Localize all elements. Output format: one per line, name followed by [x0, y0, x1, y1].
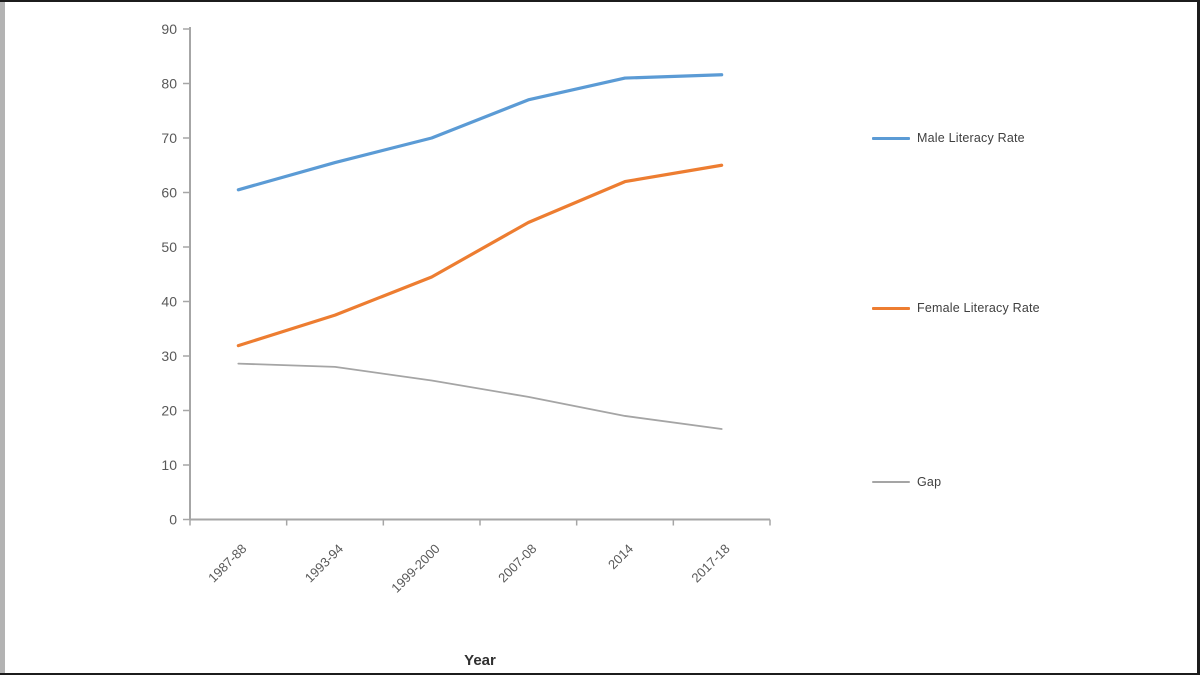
series-line-gap	[237, 362, 723, 430]
y-axis-tick-label: 30	[161, 348, 177, 364]
left-border-bar	[0, 2, 5, 673]
legend-label: Female Literacy Rate	[917, 301, 1040, 315]
series-line-male-literacy-rate	[236, 73, 724, 192]
y-axis-tick-label: 70	[161, 130, 177, 146]
y-axis-tick-label: 60	[161, 185, 177, 201]
x-axis-category-label: 2017-18	[688, 541, 732, 585]
legend-entry-male-literacy-rate: Male Literacy Rate	[872, 130, 1025, 146]
male-series-swatch	[872, 136, 910, 140]
y-axis-tick-label: 50	[161, 239, 177, 255]
series-line-female-literacy-rate	[236, 163, 724, 348]
x-axis-category-label: 1987-88	[205, 541, 249, 585]
female-series-swatch	[872, 306, 910, 310]
x-axis-category-label: 1993-94	[302, 541, 346, 585]
legend-entry-female-literacy-rate: Female Literacy Rate	[872, 300, 1040, 316]
x-axis-category-label: 2007-08	[495, 541, 539, 585]
x-axis-category-label: 2014	[605, 541, 636, 572]
x-axis-title: Year	[464, 652, 496, 669]
chart-legend: Male Literacy Rate Female Literacy Rate …	[872, 2, 1172, 673]
y-axis-tick-label: 0	[169, 512, 177, 528]
legend-label: Male Literacy Rate	[917, 131, 1025, 145]
y-axis-tick-label: 80	[161, 76, 177, 92]
y-axis-tick-label: 40	[161, 294, 177, 310]
gap-series-swatch	[872, 481, 910, 483]
x-axis-category-label: 1999-2000	[388, 541, 443, 596]
y-axis-tick-label: 10	[161, 457, 177, 473]
y-axis-tick-label: 90	[161, 21, 177, 37]
legend-entry-gap: Gap	[872, 474, 941, 490]
legend-label: Gap	[917, 475, 942, 489]
y-axis-tick-label: 20	[161, 403, 177, 419]
